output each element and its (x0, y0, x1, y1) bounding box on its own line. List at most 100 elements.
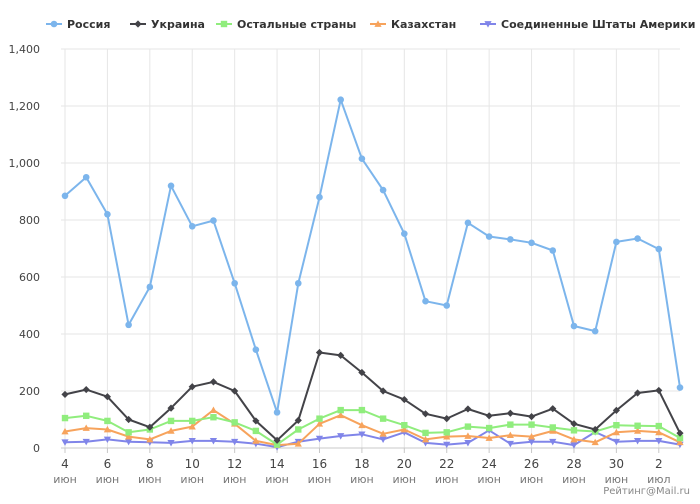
x-tick-label-day: 28 (566, 457, 581, 471)
data-point (443, 302, 451, 309)
data-point (612, 406, 620, 414)
x-tick-label-month: июн (520, 473, 544, 486)
legend-item: Украина (130, 18, 205, 31)
data-point (549, 438, 557, 446)
y-tick-label: 1,000 (9, 157, 41, 170)
data-point (655, 437, 663, 445)
x-tick-label-day: 22 (439, 457, 454, 471)
series-line (64, 429, 681, 449)
data-point (421, 410, 430, 418)
data-point (358, 431, 366, 438)
data-point (527, 433, 536, 440)
data-point (485, 233, 493, 240)
data-point (167, 417, 175, 425)
data-point (676, 384, 684, 391)
data-point (273, 409, 281, 416)
data-point (443, 415, 451, 423)
data-point (103, 425, 112, 433)
x-tick-label-day: 20 (397, 457, 412, 471)
data-point (401, 422, 408, 429)
data-point (273, 441, 281, 448)
data-point (134, 20, 142, 28)
data-point (485, 424, 493, 432)
data-point (570, 420, 578, 428)
legend-item: Соединенные Штаты Америки (480, 18, 695, 31)
data-point (146, 423, 154, 431)
data-point (252, 346, 260, 353)
legend-label: Россия (67, 18, 110, 31)
legend-item: Остальные страны (216, 18, 356, 31)
data-point (464, 219, 472, 227)
data-point (210, 217, 217, 224)
data-point (655, 386, 663, 395)
data-point (527, 438, 536, 446)
data-point (570, 322, 578, 330)
data-point (209, 378, 218, 386)
data-point (167, 427, 175, 434)
data-point (549, 405, 557, 413)
legend-label: Остальные страны (237, 18, 356, 31)
data-point (676, 434, 684, 442)
data-point (209, 437, 218, 445)
data-point (316, 415, 323, 422)
legend-label: Казахстан (391, 18, 456, 31)
data-point (379, 415, 387, 422)
data-point (506, 409, 514, 417)
data-point (655, 245, 663, 253)
data-point (188, 423, 196, 430)
data-point (315, 348, 324, 357)
data-point (379, 430, 387, 437)
data-point (633, 437, 642, 445)
data-point (464, 423, 472, 430)
series-4 (61, 406, 684, 449)
x-tick-label-month: июн (477, 473, 501, 486)
data-point (125, 433, 133, 440)
data-point (676, 438, 684, 446)
y-tick-label: 200 (19, 385, 40, 398)
data-point (294, 279, 302, 287)
data-point (146, 435, 154, 443)
data-point (61, 439, 69, 446)
data-point (507, 236, 514, 243)
x-tick-label-day: 30 (609, 457, 624, 471)
data-point (83, 412, 90, 419)
x-tick-label-day: 12 (227, 457, 242, 471)
legend: Россия Украина Остальные страны Казахстан Со… (46, 18, 695, 31)
data-point (231, 279, 238, 287)
x-tick-label-month: июн (562, 473, 586, 486)
x-tick-label-day: 8 (146, 457, 154, 471)
data-point (295, 426, 302, 433)
data-point (337, 406, 344, 414)
data-point (61, 414, 69, 422)
data-point (485, 412, 493, 420)
data-point (655, 428, 663, 436)
x-tick-label-day: 24 (481, 457, 496, 471)
data-point (485, 434, 493, 441)
data-point (591, 327, 599, 335)
data-point (676, 429, 684, 437)
data-point (231, 387, 239, 395)
data-point (634, 422, 641, 429)
series-line (64, 98, 681, 414)
data-point (125, 429, 132, 436)
data-point (337, 411, 345, 419)
data-point (528, 239, 535, 247)
x-tick-label-month: июн (180, 473, 204, 486)
data-point (422, 429, 429, 437)
legend-label: Соединенные Штаты Америки (501, 18, 695, 31)
data-point (82, 385, 90, 394)
data-point (273, 436, 281, 444)
data-point (167, 439, 175, 447)
series-2 (61, 348, 684, 444)
y-tick-label: 1,200 (9, 100, 41, 113)
data-point (188, 437, 196, 445)
x-tick-label-day: 18 (354, 457, 369, 471)
series-line (64, 409, 681, 446)
data-point (209, 406, 218, 413)
data-point (315, 435, 324, 443)
data-point (61, 192, 69, 200)
data-point (231, 419, 238, 426)
data-point (315, 420, 324, 427)
